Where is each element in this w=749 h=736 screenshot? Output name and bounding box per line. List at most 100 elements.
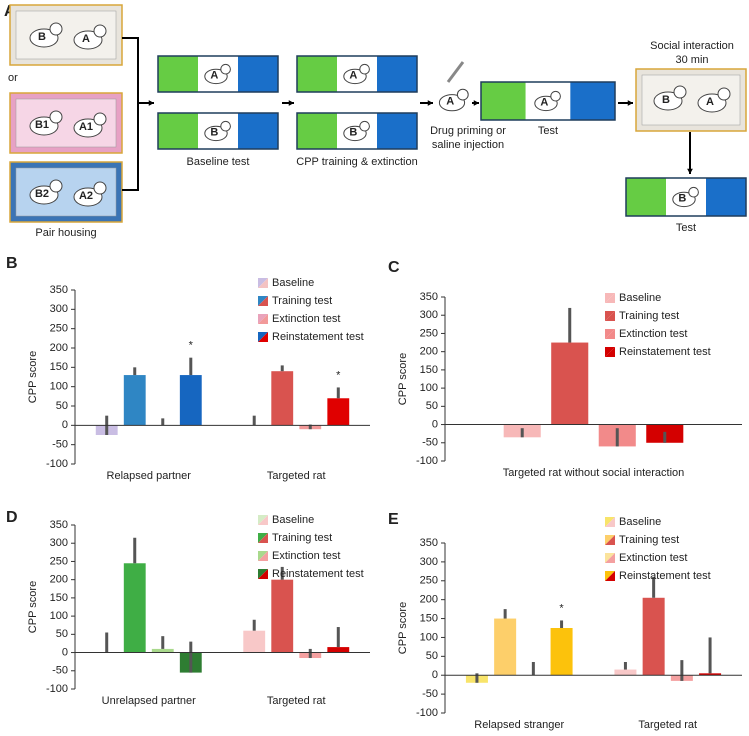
legend-swatch [258, 533, 268, 543]
rat-head [359, 120, 370, 132]
legend-label: Extinction test [619, 328, 687, 340]
y-tick-label: -100 [46, 458, 68, 470]
bar [494, 618, 517, 676]
chamber-blue [706, 178, 746, 216]
rat-head [456, 88, 469, 101]
chamber-green [158, 56, 198, 92]
rat-label: A2 [79, 190, 93, 202]
arrow-head [427, 100, 433, 106]
arrow-head [627, 100, 633, 106]
y-axis-label: CPP score [27, 351, 39, 403]
legend-swatch [605, 347, 615, 357]
rat-label: A [446, 96, 454, 108]
test-label: Test [538, 125, 558, 137]
legend-swatch [258, 551, 268, 561]
rat-body [653, 91, 683, 111]
rat-head [93, 112, 107, 126]
chamber-green [297, 113, 337, 149]
cpp-label: CPP training & extinction [296, 156, 417, 168]
arrow-head [687, 168, 693, 174]
rat-head [717, 87, 731, 101]
rat-body [73, 187, 103, 207]
category-label: Targeted rat without social interaction [503, 467, 685, 479]
legend-label: Baseline [272, 514, 314, 526]
rat-label: B [678, 193, 686, 205]
rat-body [534, 95, 558, 112]
rat-head [220, 63, 231, 75]
legend-label: Reinstatement test [272, 331, 364, 343]
rat-head [220, 120, 231, 132]
chamber-blue [377, 56, 417, 92]
panel-letter: D [6, 509, 18, 526]
y-tick-label: 150 [420, 612, 438, 624]
significance-mark: * [559, 602, 564, 614]
y-tick-label: 350 [420, 291, 438, 303]
bar [271, 371, 294, 426]
legend-swatch [258, 569, 268, 579]
bar [699, 673, 722, 676]
chamber-blue [377, 113, 417, 149]
chamber-green [158, 113, 198, 149]
legend-swatch [605, 329, 615, 339]
rat-label: A1 [79, 121, 93, 133]
bar [550, 628, 573, 676]
bar [327, 647, 350, 653]
y-tick-label: 100 [420, 382, 438, 394]
y-axis-label: CPP score [27, 581, 39, 633]
category-label: Targeted rat [267, 695, 326, 707]
rat-label: B1 [35, 119, 49, 131]
legend-label: Extinction test [619, 552, 687, 564]
rat-label: B [662, 94, 670, 106]
bar [243, 630, 266, 653]
y-tick-label: 300 [420, 556, 438, 568]
bar [614, 669, 637, 676]
y-tick-label: 350 [50, 519, 68, 531]
legend-label: Reinstatement test [272, 568, 364, 580]
arrow-head [148, 100, 154, 106]
legend-swatch [258, 278, 268, 288]
rat-label: A [210, 70, 218, 82]
rat-body [204, 125, 228, 142]
y-tick-label: -50 [422, 437, 438, 449]
rat-head [550, 90, 561, 102]
y-tick-label: 250 [50, 555, 68, 567]
bar [123, 375, 146, 426]
legend-swatch [605, 293, 615, 303]
y-tick-label: 0 [432, 418, 438, 430]
y-tick-label: -50 [422, 688, 438, 700]
rat-body [29, 185, 59, 205]
category-label: Unrelapsed partner [102, 695, 197, 707]
y-tick-label: 350 [50, 284, 68, 296]
rat-label: A [349, 70, 357, 82]
rat-head [688, 186, 699, 198]
drug-label-1: Drug priming or [430, 125, 506, 137]
y-tick-label: 0 [62, 646, 68, 658]
legend-label: Training test [619, 310, 679, 322]
chamber-blue [238, 113, 278, 149]
rat-head [359, 63, 370, 75]
legend-label: Training test [272, 295, 332, 307]
y-tick-label: 250 [420, 575, 438, 587]
rat-body [697, 93, 727, 113]
rat-body [438, 94, 466, 112]
chamber-outline [296, 55, 418, 93]
bar [642, 597, 665, 676]
bar [179, 375, 202, 426]
rat-label: A [540, 97, 548, 109]
legend-label: Training test [619, 534, 679, 546]
y-tick-label: 200 [50, 574, 68, 586]
y-tick-label: -100 [416, 707, 438, 719]
rat-head [673, 85, 687, 99]
y-tick-label: -50 [52, 665, 68, 677]
y-tick-label: 150 [50, 592, 68, 604]
y-tick-label: 300 [50, 537, 68, 549]
rat-body [343, 125, 367, 142]
y-tick-label: 100 [420, 631, 438, 643]
legend-swatch [605, 553, 615, 563]
y-tick-label: 50 [56, 628, 68, 640]
legend-label: Reinstatement test [619, 570, 711, 582]
bracket [122, 37, 139, 191]
rat-body [73, 118, 103, 138]
chamber-green [297, 56, 337, 92]
